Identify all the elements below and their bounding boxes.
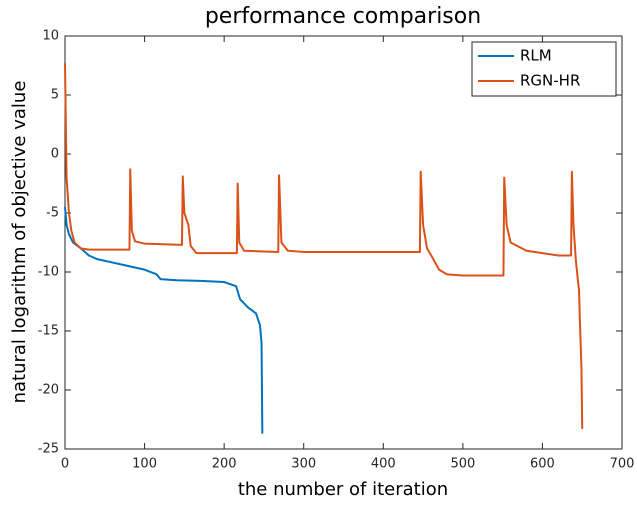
legend-box — [471, 41, 617, 97]
y-axis-label: natural logarithm of objective value — [9, 81, 30, 404]
chart-title: performance comparison — [205, 4, 481, 29]
x-tick-label: 400 — [371, 457, 396, 472]
x-tick-label: 300 — [291, 457, 316, 472]
y-tick-label: -25 — [38, 442, 59, 457]
x-tick-label: 200 — [212, 457, 237, 472]
x-tick-label: 700 — [610, 457, 635, 472]
x-tick-label: 0 — [61, 457, 69, 472]
x-tick-label: 600 — [530, 457, 555, 472]
x-axis-label: the number of iteration — [238, 479, 448, 500]
y-tick-label: 5 — [51, 88, 59, 103]
line-series — [64, 63, 584, 429]
x-tick-label: 500 — [450, 457, 475, 472]
y-tick-label: -20 — [38, 383, 59, 398]
x-tick-label: 100 — [132, 457, 157, 472]
y-tick-label: -15 — [38, 324, 59, 339]
plot-area — [64, 35, 623, 450]
legend-text: RGN-HR — [520, 72, 580, 90]
y-tick-label: 10 — [42, 29, 59, 44]
y-tick-label: 0 — [51, 147, 59, 162]
y-tick-label: -5 — [46, 206, 59, 221]
legend-text: RLM — [520, 47, 552, 65]
y-tick-label: -10 — [38, 265, 59, 280]
